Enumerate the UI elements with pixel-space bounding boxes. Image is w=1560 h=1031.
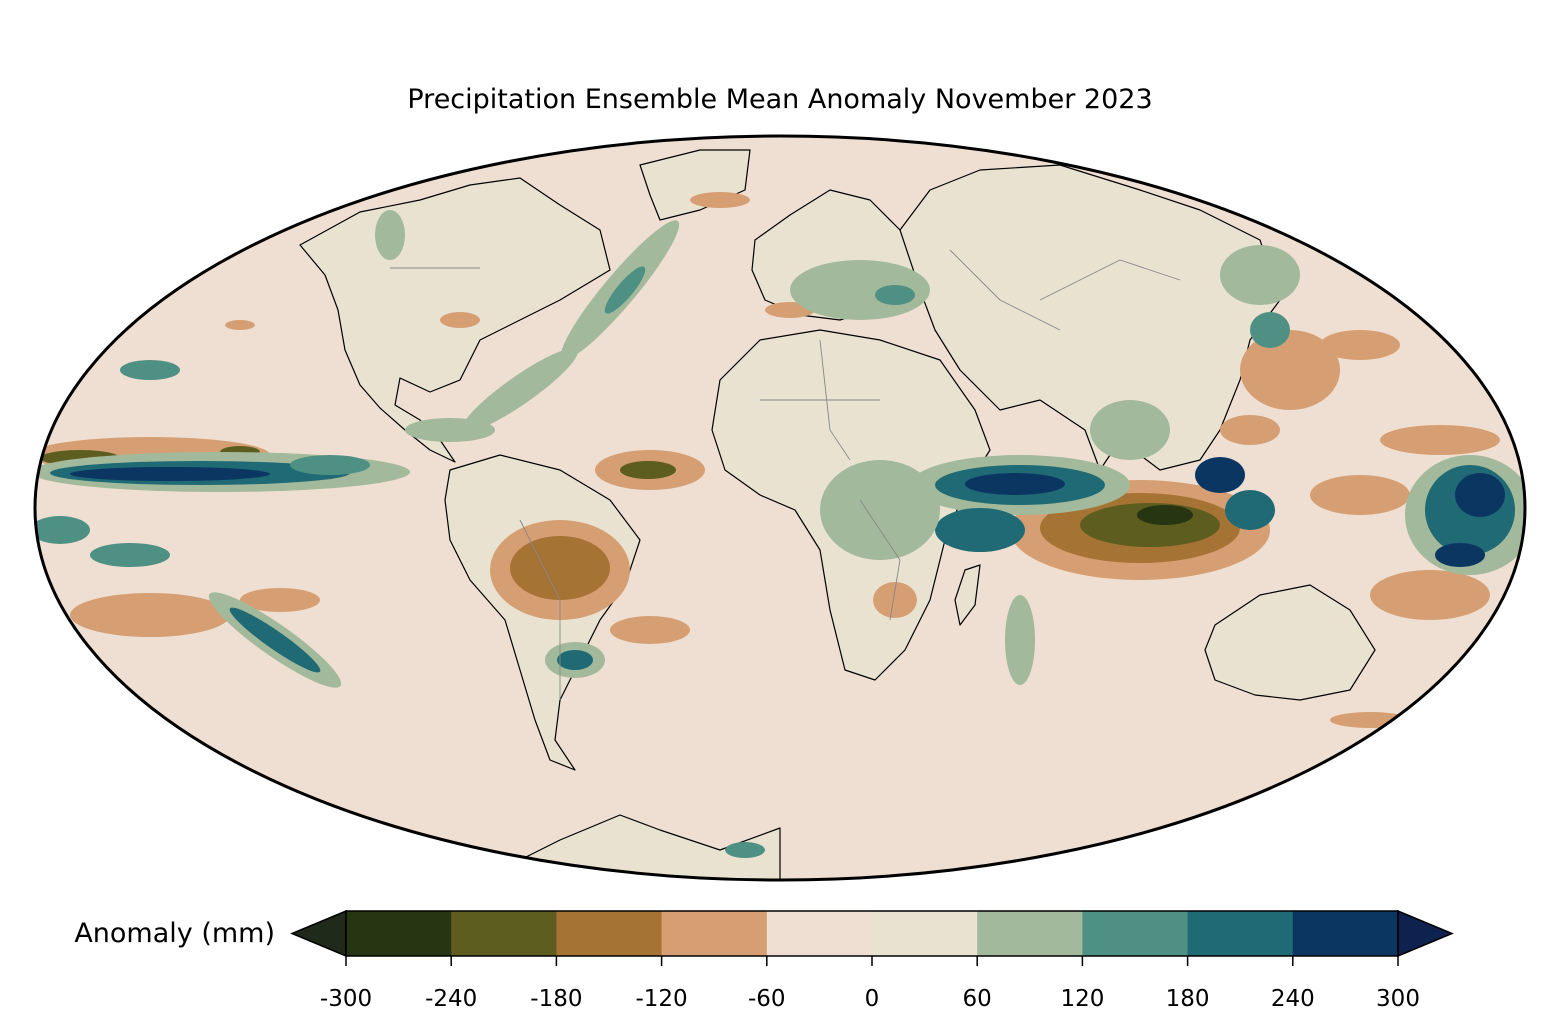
- colorbar-tick-label: 180: [1166, 986, 1210, 1012]
- colorbar-segment: [556, 911, 663, 956]
- colorbar-tick-label: -60: [748, 986, 786, 1012]
- australia: [1204, 584, 1376, 701]
- colorbar-tick-label: -240: [425, 986, 477, 1012]
- colorbar: Anomaly (mm) -300 -240 -180 -120 -60 0 60 120 18…: [74, 909, 1454, 1012]
- colorbar-tick-label: -120: [635, 986, 687, 1012]
- colorbar-tick-label: 240: [1271, 986, 1315, 1012]
- colorbar-segment: [1082, 911, 1189, 956]
- colorbar-tick-label: 0: [865, 986, 880, 1012]
- colorbar-tick-label: 300: [1376, 986, 1420, 1012]
- colorbar-tick-label: 120: [1060, 986, 1104, 1012]
- asia: [899, 164, 1281, 471]
- colorbar-segment: [977, 911, 1083, 956]
- globe-outline: [33, 134, 1527, 882]
- colorbar-ticks: -300 -240 -180 -120 -60 0 60 120 180 240 300: [320, 956, 1420, 1012]
- globe: [33, 134, 1527, 882]
- colorbar-under-arrow: [290, 909, 347, 958]
- colorbar-tick-label: -300: [320, 986, 372, 1012]
- colorbar-segment: [451, 911, 557, 956]
- colorbar-segment: [872, 911, 978, 956]
- colorbar-segment: [346, 911, 452, 956]
- colorbar-tick-label: 60: [963, 986, 992, 1012]
- country-borders: [390, 249, 1181, 700]
- colorbar-label: Anomaly (mm): [74, 918, 275, 949]
- colorbar-segments: [346, 911, 1399, 956]
- colorbar-segment: [1292, 911, 1399, 956]
- colorbar-segment: [1187, 911, 1294, 956]
- anomaly-fields: [35, 149, 1525, 880]
- colorbar-tick-label: -180: [530, 986, 582, 1012]
- colorbar-segment: [766, 911, 873, 956]
- colorbar-over-arrow: [1397, 909, 1454, 958]
- map-title: Precipitation Ensemble Mean Anomaly Nove…: [407, 84, 1152, 115]
- colorbar-segment: [661, 911, 768, 956]
- madagascar: [954, 564, 981, 626]
